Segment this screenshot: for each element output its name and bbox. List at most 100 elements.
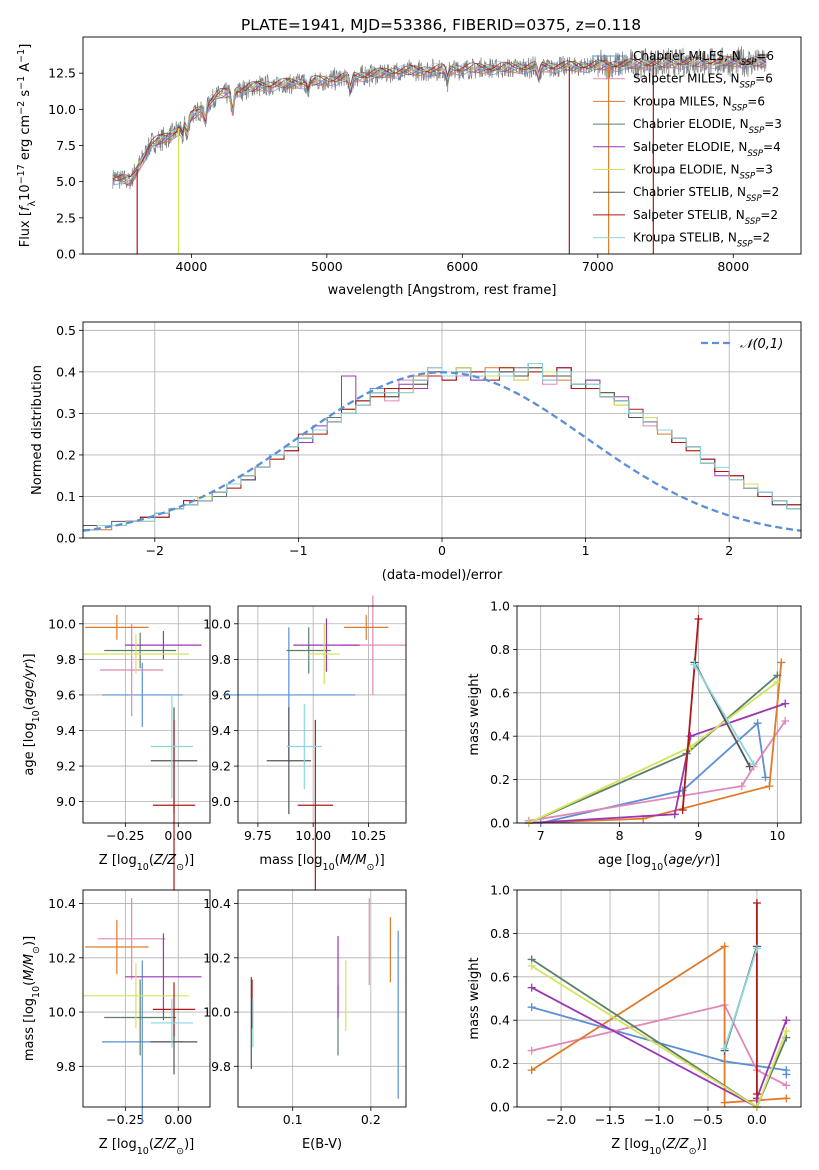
histogram-series xyxy=(83,368,819,538)
x-axis-label: (data-model)/error xyxy=(382,568,503,583)
label-part: 10 xyxy=(31,986,42,998)
weight-marker xyxy=(528,1047,536,1055)
legend-label-sub: SSP xyxy=(741,58,757,68)
label-part: 10 xyxy=(323,862,335,873)
y-tick-label: 0.2 xyxy=(490,772,510,787)
y-tick-label: 0.0 xyxy=(56,247,76,262)
y-tick-label: 10.0 xyxy=(203,1005,231,1020)
x-tick-label: −0.25 xyxy=(106,828,144,843)
y-tick-label: 10.0 xyxy=(48,102,76,117)
histogram-series xyxy=(83,368,819,538)
weight-marker xyxy=(782,1094,790,1102)
label-part: )] xyxy=(22,936,37,946)
legend-label-sub: SSP xyxy=(747,149,763,159)
legend-label-sub: SSP xyxy=(732,103,748,113)
legend-label-tail: =2 xyxy=(762,185,780,199)
label-part: 10 xyxy=(651,862,663,873)
y-tick-label: 0.2 xyxy=(490,1056,510,1071)
label-part: 10 xyxy=(18,184,33,201)
panels: 4000 5000 6000 7000 80000.02.55.07.510.012.5… xyxy=(16,37,819,1157)
legend-label-tail: =6 xyxy=(747,94,765,108)
x-axis-label: Z [log10(Z/Z⊙)] xyxy=(99,1137,194,1157)
x-tick-label: 7000 xyxy=(582,259,614,274)
age_vs_Z-panel: −0.25 0.009.09.29.49.69.810.0Z [log10(Z/Z… xyxy=(22,606,210,891)
x-tick-label: 8000 xyxy=(717,259,749,274)
label-part: 10 xyxy=(31,710,42,722)
y-tick-label: 0.8 xyxy=(490,642,510,657)
y-tick-label: 0.3 xyxy=(56,406,76,421)
label-part: M/M xyxy=(22,954,37,981)
label-part: s xyxy=(18,90,33,101)
y-axis-label: age [log10(age/yr)] xyxy=(22,653,42,775)
weight_vs_age-panel: 7 8 9 100.00.20.40.60.81.0age [log10(age/yr… xyxy=(467,599,801,873)
figure-title: PLATE=1941, MJD=53386, FIBERID=0375, z=0… xyxy=(241,16,641,34)
errorbar-point xyxy=(125,631,201,659)
x-tick-label: 5000 xyxy=(311,259,343,274)
y-tick-label: 12.5 xyxy=(48,66,76,81)
weight-marker xyxy=(721,1099,729,1107)
label-part: erg cm xyxy=(18,115,33,164)
y-tick-label: 0.4 xyxy=(56,364,76,379)
label-part: ⊙ xyxy=(176,862,184,873)
y-tick-label: 9.2 xyxy=(56,759,76,774)
mass_vs_Z-panel: −0.25 0.009.810.010.210.4Z [log10(Z/Z⊙)]m… xyxy=(22,890,210,1157)
x-tick-label: 0.00 xyxy=(164,828,192,843)
errorbar-point xyxy=(104,633,176,669)
x-tick-label: 2 xyxy=(725,543,733,558)
weight-marker xyxy=(782,1081,790,1089)
label-part: )] xyxy=(710,853,720,868)
label-part: −1 xyxy=(16,49,27,63)
label-part: ⊙ xyxy=(689,1146,697,1157)
errorbar-point xyxy=(83,963,189,1028)
y-tick-label: 9.0 xyxy=(211,794,231,809)
y-tick-label: 1.0 xyxy=(490,883,510,898)
errorbar-point xyxy=(287,704,322,789)
weight-series-line xyxy=(541,723,766,823)
legend-label-sub: SSP xyxy=(749,126,765,136)
x-tick-label: 9.75 xyxy=(244,828,272,843)
legend-label-tail: =2 xyxy=(760,208,778,222)
axes-frame xyxy=(238,890,406,1107)
label-part: ⊙ xyxy=(367,862,375,873)
y-tick-label: 7.5 xyxy=(56,138,76,153)
legend-label: Chabrier STELIB, NSSP=2 xyxy=(633,185,779,204)
label-part: Z [log xyxy=(99,1137,137,1152)
errorbar-point xyxy=(153,982,195,1036)
legend-label-sub: SSP xyxy=(737,240,753,250)
weight-marker xyxy=(753,899,761,907)
x-tick-label: −1.0 xyxy=(644,1112,674,1127)
y-tick-label: 9.8 xyxy=(211,1059,231,1074)
label-part: Z/Z xyxy=(153,1137,177,1152)
y-tick-label: 10.2 xyxy=(203,950,231,965)
y-tick-label: 2.5 xyxy=(56,210,76,225)
legend-label-tail: =6 xyxy=(755,72,773,86)
errorbar-point xyxy=(151,695,193,798)
axes-frame xyxy=(83,890,210,1107)
label-part: )] xyxy=(184,853,194,868)
age_vs_mass-panel: 9.75 10.00 10.259.09.29.49.69.810.0mass [l… xyxy=(203,595,406,890)
legend-label-tail: =3 xyxy=(764,117,782,131)
spectrum-panel: 4000 5000 6000 7000 80000.02.55.07.510.012.5… xyxy=(16,37,802,298)
y-tick-label: 0.6 xyxy=(490,969,510,984)
legend-label-main: Kroupa STELIB, N xyxy=(633,231,737,245)
x-tick-label: −0.25 xyxy=(106,1112,144,1127)
weight-marker xyxy=(782,1066,790,1074)
histogram-series xyxy=(83,368,819,538)
legend-label-main: Chabrier STELIB, N xyxy=(633,185,746,199)
y-tick-label: 1.0 xyxy=(490,599,510,614)
legend-label-main: Chabrier MILES, N xyxy=(633,49,741,63)
label-part: )] xyxy=(375,853,385,868)
histogram-series xyxy=(83,364,819,538)
x-tick-label: −1.5 xyxy=(595,1112,625,1127)
histogram-series xyxy=(83,368,819,538)
legend-label-main: Salpeter MILES, N xyxy=(633,72,740,86)
residuals-plot xyxy=(83,364,819,538)
label-part: 10 xyxy=(137,862,149,873)
label-part: 10 xyxy=(137,1146,149,1157)
y-tick-label: 10.0 xyxy=(48,616,76,631)
y-tick-label: 0.0 xyxy=(490,816,510,831)
y-tick-label: 0.2 xyxy=(56,447,76,462)
x-tick-label: 10.00 xyxy=(295,828,331,843)
x-tick-label: −0.5 xyxy=(693,1112,723,1127)
label-part: )] xyxy=(184,1137,194,1152)
